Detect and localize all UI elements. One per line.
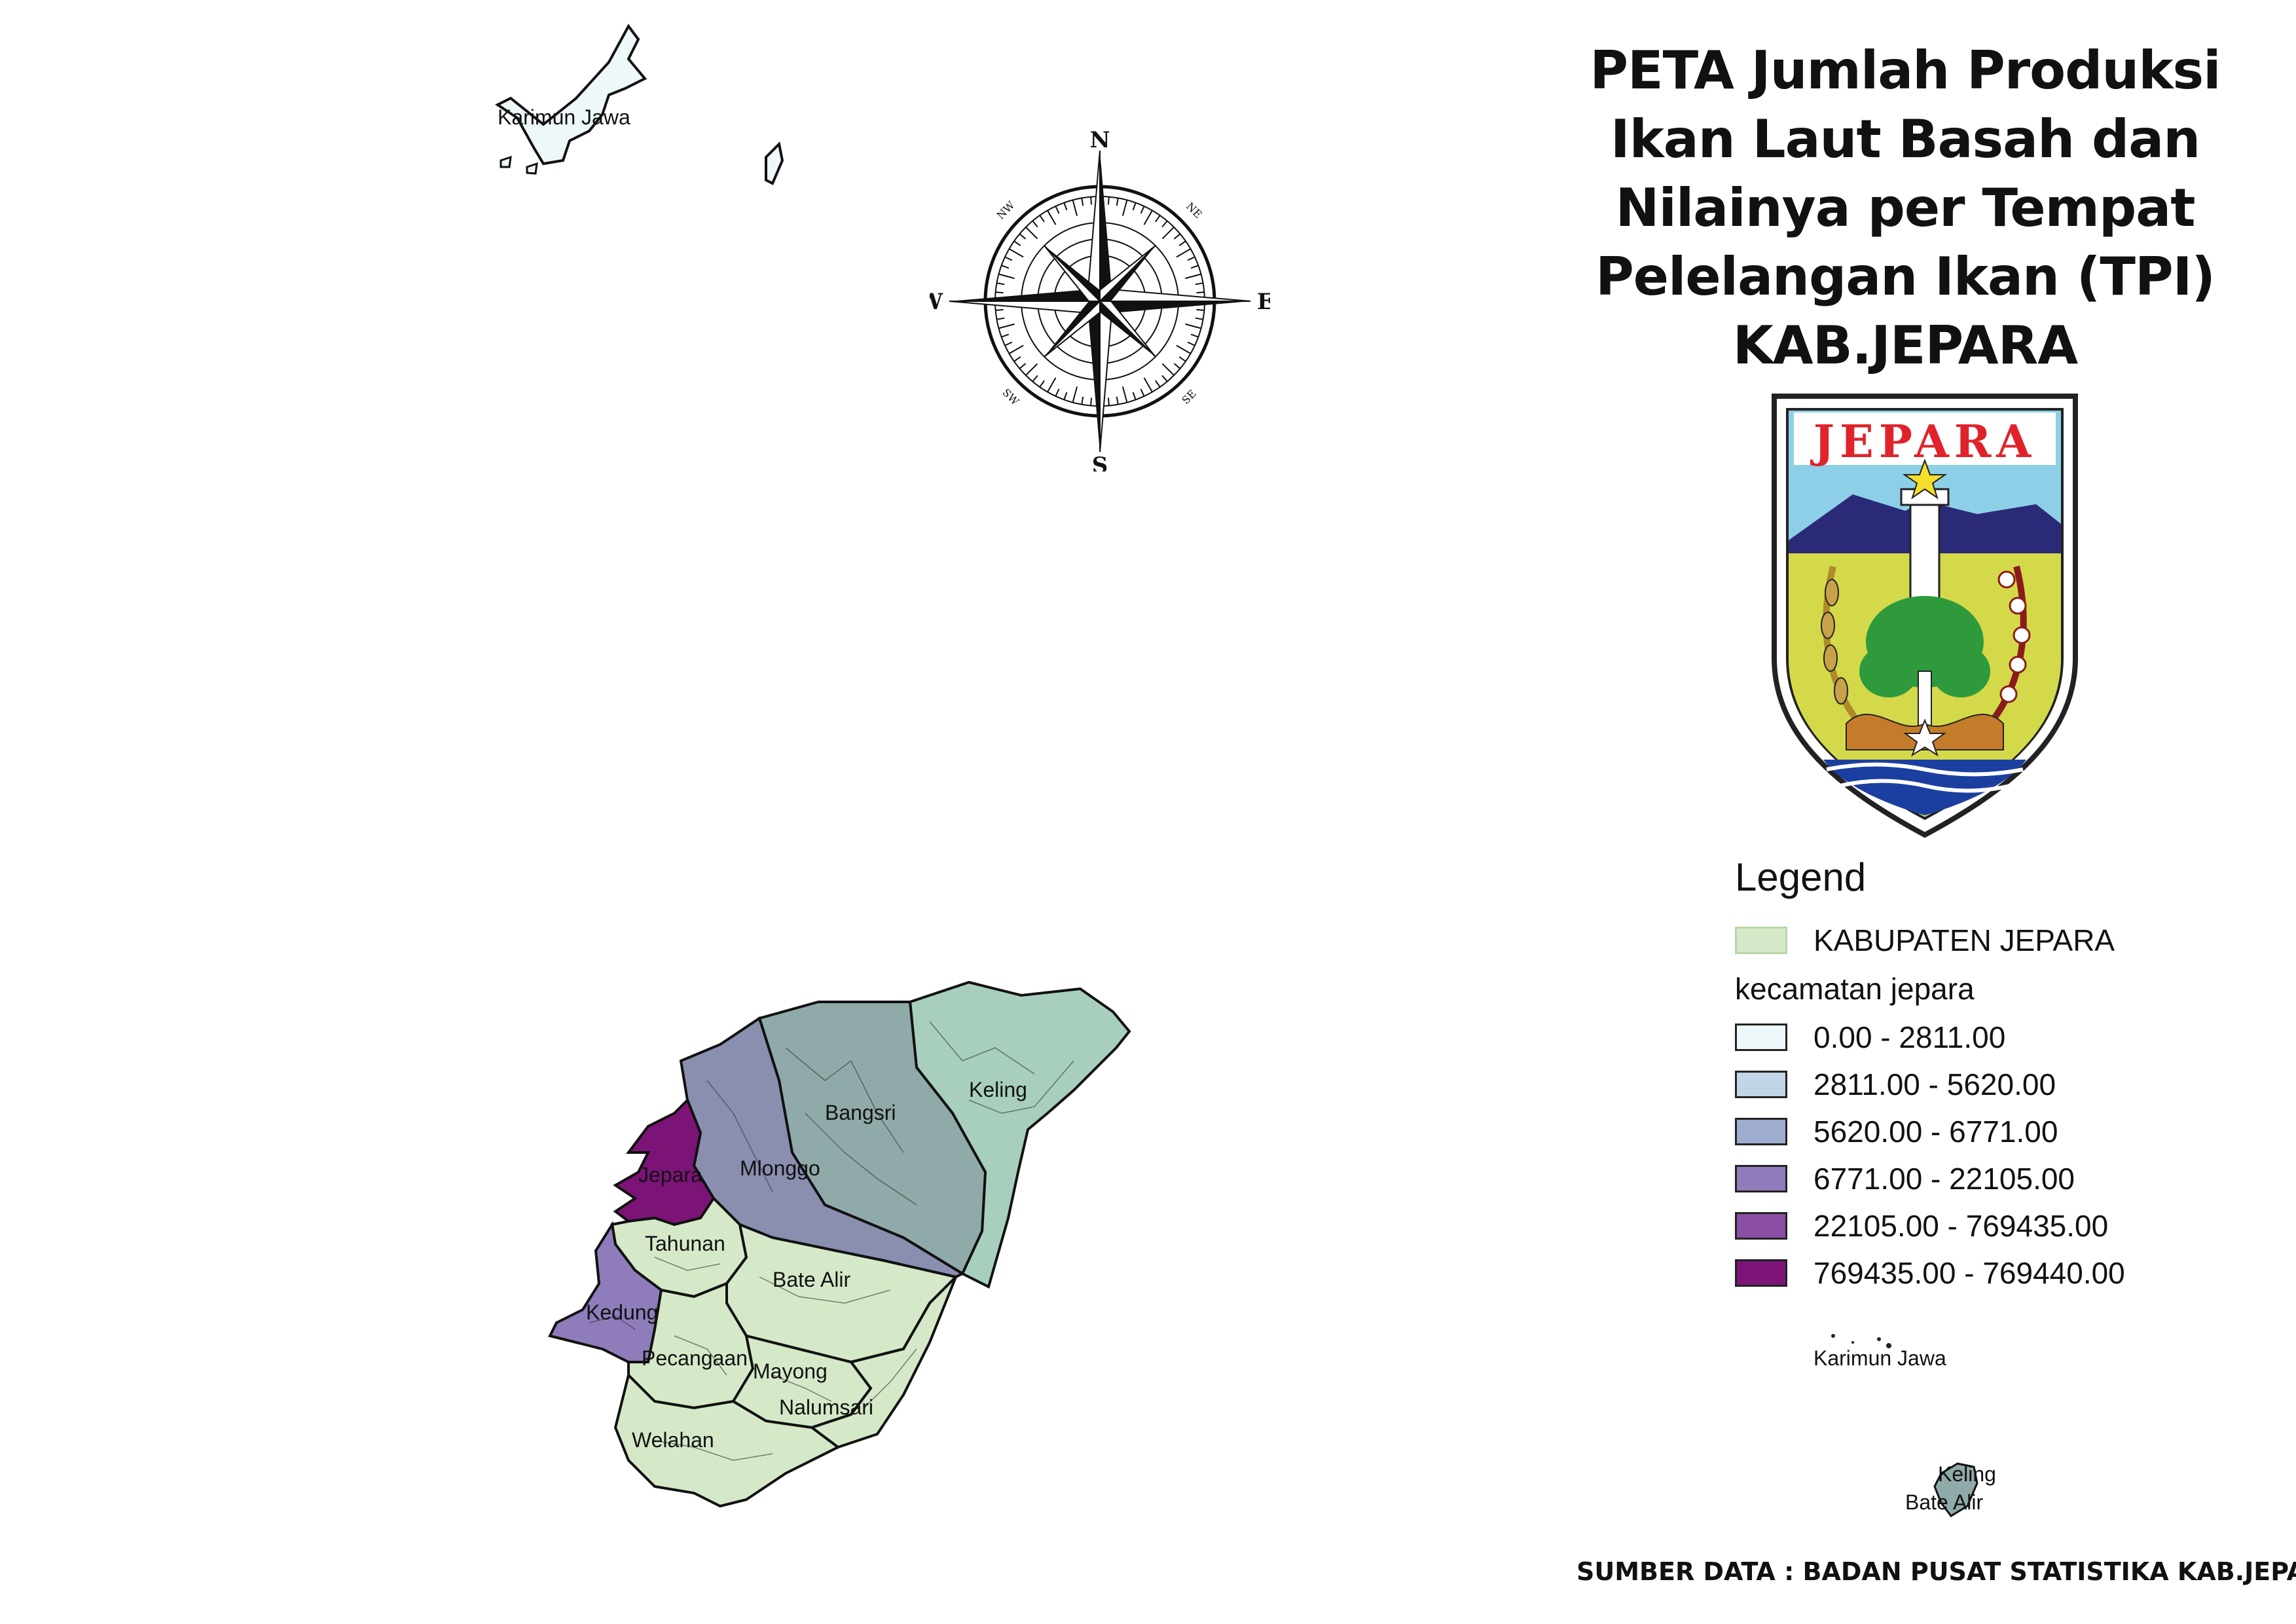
label-bangsri: Bangsri bbox=[825, 1101, 896, 1124]
legend-label: 6771.00 - 22105.00 bbox=[1813, 1162, 2075, 1196]
legend-item-class-6: 769435.00 - 769440.00 bbox=[1735, 1249, 2259, 1297]
legend-item-class-3: 5620.00 - 6771.00 bbox=[1735, 1108, 2259, 1155]
inset-map: Karimun Jawa Keling Bate Alir bbox=[1813, 1334, 1996, 1517]
karimun-jawa-islet bbox=[526, 162, 538, 175]
label-tahunan: Tahunan bbox=[645, 1232, 725, 1255]
compass-south-label: S bbox=[1092, 452, 1108, 471]
compass-west-label: W bbox=[930, 289, 943, 315]
legend: Legend KABUPATEN JEPARA kecamatan jepara… bbox=[1735, 851, 2259, 1297]
legend-classes: 0.00 - 2811.00 2811.00 - 5620.00 5620.00 -… bbox=[1735, 1014, 2259, 1297]
karimun-jawa-islet bbox=[765, 141, 784, 185]
inset-label-keling: Keling bbox=[1938, 1462, 1996, 1486]
karimun-jawa-islet bbox=[500, 155, 512, 168]
label-kedung: Kedung bbox=[586, 1301, 658, 1324]
jepara-coat-of-arms-logo: JEPARA bbox=[1772, 394, 2078, 838]
legend-swatch bbox=[1735, 1259, 1787, 1287]
label-pecangaan: Pecangaan bbox=[642, 1346, 748, 1370]
legend-label: 0.00 - 2811.00 bbox=[1813, 1020, 2006, 1054]
title-line-2: Ikan Laut Basah dan bbox=[1610, 109, 2200, 170]
label-keling: Keling bbox=[969, 1078, 1027, 1101]
label-karimun-jawa: Karimun Jawa bbox=[498, 105, 630, 129]
district-nalumsari bbox=[809, 1276, 957, 1449]
village-boundaries bbox=[589, 1021, 1074, 1461]
legend-swatch bbox=[1735, 1071, 1787, 1098]
legend-swatch bbox=[1735, 927, 1787, 954]
title-line-5: KAB.JEPARA bbox=[1732, 315, 2078, 376]
label-mayong: Mayong bbox=[753, 1359, 828, 1383]
title-line-4: Pelelangan Ikan (TPI) bbox=[1595, 246, 2215, 307]
legend-swatch bbox=[1735, 1118, 1787, 1145]
legend-label: 22105.00 - 769435.00 bbox=[1813, 1209, 2109, 1243]
label-welahan: Welahan bbox=[632, 1428, 714, 1452]
legend-label: KABUPATEN JEPARA bbox=[1813, 923, 2115, 957]
compass-rose: N S E W NW NE SW SE bbox=[930, 131, 1270, 471]
logo-text: JEPARA bbox=[1810, 416, 2036, 468]
label-mlonggo: Mlonggo bbox=[740, 1156, 820, 1180]
legend-item-class-4: 6771.00 - 22105.00 bbox=[1735, 1155, 2259, 1202]
legend-layer-kecamatan: kecamatan jepara bbox=[1735, 972, 1975, 1006]
legend-item-kabupaten: KABUPATEN JEPARA bbox=[1735, 917, 2259, 964]
legend-swatch bbox=[1735, 1165, 1787, 1192]
title-line-3: Nilainya per Tempat bbox=[1615, 177, 2195, 238]
legend-swatch bbox=[1735, 1024, 1787, 1051]
inset-label-karimun-jawa: Karimun Jawa bbox=[1813, 1346, 1946, 1370]
legend-label: 2811.00 - 5620.00 bbox=[1813, 1067, 2056, 1101]
data-source: SUMBER DATA : BADAN PUSAT STATISTIKA KAB… bbox=[1576, 1557, 2296, 1586]
compass-east-label: E bbox=[1257, 289, 1270, 315]
district-welahan bbox=[613, 1373, 841, 1508]
legend-label: 769435.00 - 769440.00 bbox=[1813, 1256, 2125, 1290]
compass-north-label: N bbox=[1089, 131, 1110, 153]
legend-item-class-2: 2811.00 - 5620.00 bbox=[1735, 1061, 2259, 1108]
legend-title: Legend bbox=[1735, 855, 1867, 899]
label-jepara: Jepara bbox=[638, 1163, 702, 1187]
legend-label: 5620.00 - 6771.00 bbox=[1813, 1115, 2058, 1149]
karimun-jawa-island bbox=[495, 24, 647, 166]
legend-item-class-1: 0.00 - 2811.00 bbox=[1735, 1014, 2259, 1061]
label-bate-alir: Bate Alir bbox=[773, 1268, 851, 1291]
map-title: PETA Jumlah Produksi Ikan Laut Basah dan… bbox=[1565, 36, 2246, 380]
label-nalumsari: Nalumsari bbox=[779, 1395, 873, 1419]
legend-swatch bbox=[1735, 1212, 1787, 1240]
title-line-1: PETA Jumlah Produksi bbox=[1590, 40, 2221, 101]
inset-label-bate-alir: Bate Alir bbox=[1905, 1490, 1984, 1514]
legend-item-class-5: 22105.00 - 769435.00 bbox=[1735, 1202, 2259, 1249]
